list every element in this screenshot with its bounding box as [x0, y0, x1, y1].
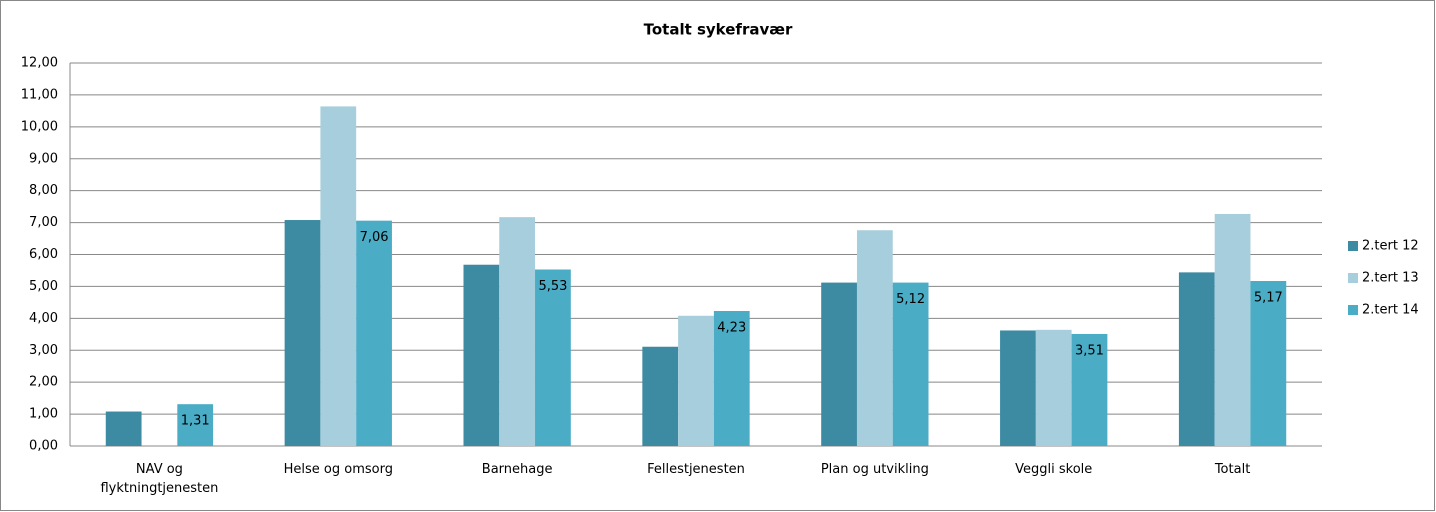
bar [1000, 330, 1036, 446]
bar [821, 282, 857, 446]
x-tick-label: Veggli skole [1015, 462, 1093, 477]
bar [1214, 213, 1251, 446]
bar [1178, 272, 1215, 446]
bar [356, 220, 392, 446]
bar [678, 315, 714, 446]
y-tick-label: 10,00 [21, 119, 58, 134]
legend-label: 2.tert 13 [1362, 271, 1419, 286]
y-tick-label: 4,00 [29, 311, 58, 326]
value-label: 4,23 [717, 320, 746, 335]
y-tick-label: 12,00 [21, 56, 58, 71]
bar [105, 411, 142, 446]
bar [463, 264, 500, 446]
y-tick-label: 7,00 [29, 215, 58, 230]
y-tick-label: 5,00 [29, 279, 58, 294]
x-tick-label: NAV og flyktningtjenesten [100, 462, 219, 496]
x-tick-label: Totalt [1214, 462, 1251, 477]
value-label: 5,53 [538, 279, 567, 294]
legend-swatch [1348, 273, 1358, 283]
legend-swatch [1348, 241, 1358, 251]
bar [1250, 280, 1287, 446]
y-tick-label: 9,00 [29, 151, 58, 166]
bar [320, 106, 357, 446]
value-label: 5,17 [1254, 290, 1283, 305]
value-label: 3,51 [1075, 343, 1104, 358]
bar [642, 346, 679, 446]
x-tick-label: Fellestjenesten [647, 462, 745, 477]
bar [284, 220, 321, 446]
x-tick-label: Plan og utvikling [820, 462, 929, 477]
chart-title: Totalt sykefravær [644, 21, 793, 39]
bar [499, 217, 536, 446]
bar [856, 230, 893, 446]
x-tick-label: Barnehage [481, 462, 553, 477]
y-tick-label: 6,00 [29, 247, 58, 262]
legend-label: 2.tert 14 [1362, 303, 1419, 318]
x-tick-label: Helse og omsorg [283, 462, 393, 477]
bar [535, 269, 571, 446]
y-tick-label: 8,00 [29, 183, 58, 198]
value-label: 1,31 [181, 414, 210, 429]
value-label: 5,12 [896, 292, 925, 307]
y-tick-label: 2,00 [29, 375, 58, 390]
bar [177, 404, 214, 446]
bar [1071, 333, 1108, 446]
y-tick-label: 3,00 [29, 343, 58, 358]
bar [1035, 329, 1072, 446]
bar [713, 310, 750, 446]
y-tick-label: 11,00 [21, 87, 58, 102]
value-label: 7,06 [360, 230, 389, 245]
bar [892, 282, 929, 446]
legend-label: 2.tert 12 [1362, 239, 1419, 254]
y-tick-label: 1,00 [29, 407, 58, 422]
y-tick-label: 0,00 [29, 439, 58, 454]
legend-swatch [1348, 305, 1358, 315]
